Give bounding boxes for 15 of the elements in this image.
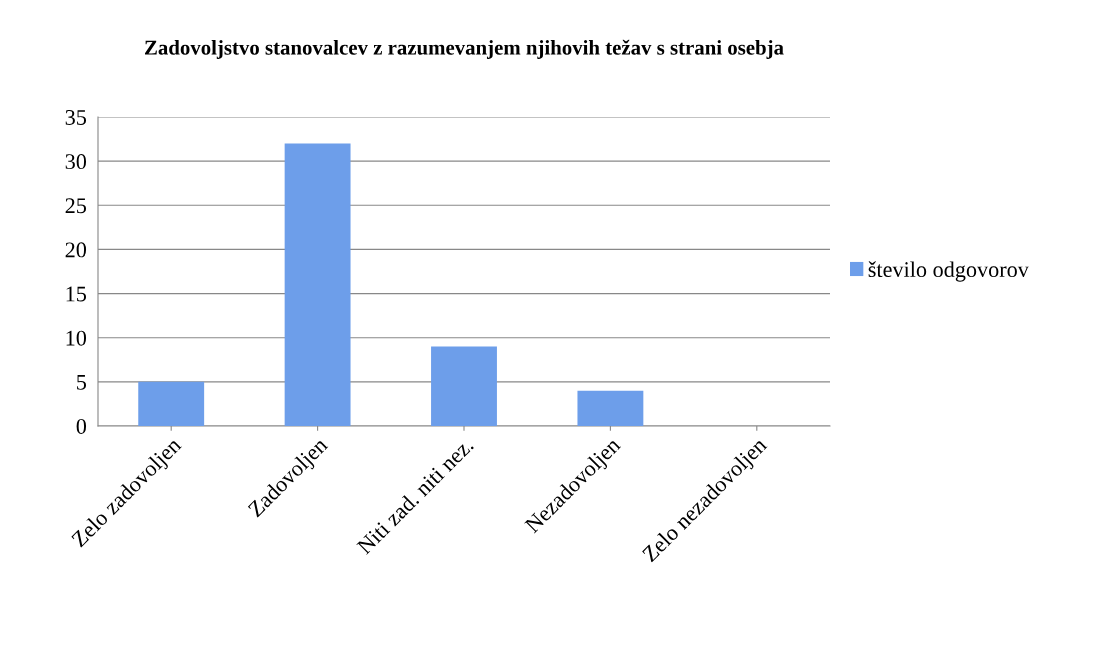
- bar: [284, 143, 351, 426]
- y-tick-label: 5: [77, 375, 87, 390]
- y-tick-label: 0: [76, 418, 87, 434]
- x-tick-label: Niti zad. niti nez.: [355, 436, 475, 556]
- y-tick-label: 25: [65, 198, 87, 214]
- y-tick-label: 30: [65, 154, 87, 170]
- y-tick-label: 35: [65, 109, 87, 125]
- bar: [577, 390, 644, 426]
- y-tick-label: 15: [66, 286, 87, 302]
- y-tick-label: 20: [65, 242, 87, 258]
- y-tick-label: 10: [66, 330, 87, 346]
- chart-title: Zadovoljstvo stanovalcev z razumevanjem njihovih težav s strani osebja: [145, 39, 784, 59]
- legend-label: število odgovorov: [868, 261, 1029, 282]
- bar: [138, 381, 205, 426]
- bar: [431, 346, 497, 426]
